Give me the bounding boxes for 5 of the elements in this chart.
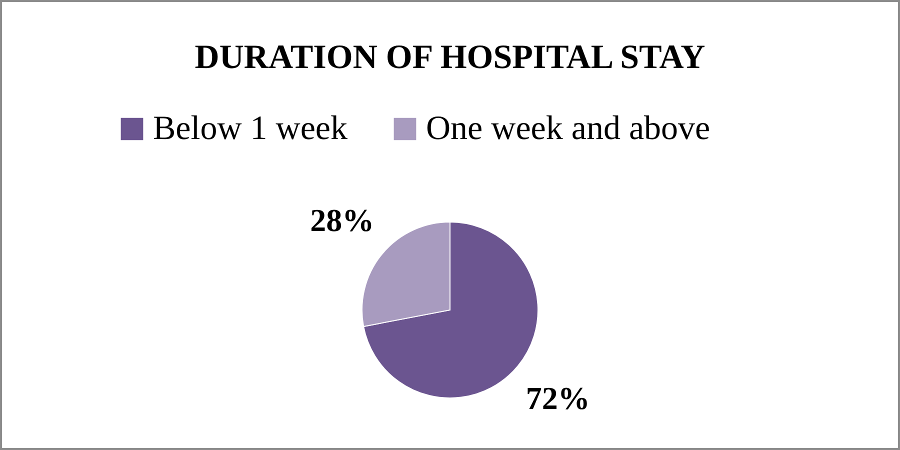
data-label: 72% (526, 380, 590, 416)
chart-title: DURATION OF HOSPITAL STAY (194, 39, 706, 76)
legend-label: One week and above (426, 110, 710, 147)
legend-label: Below 1 week (153, 110, 348, 147)
data-label: 28% (310, 202, 374, 238)
